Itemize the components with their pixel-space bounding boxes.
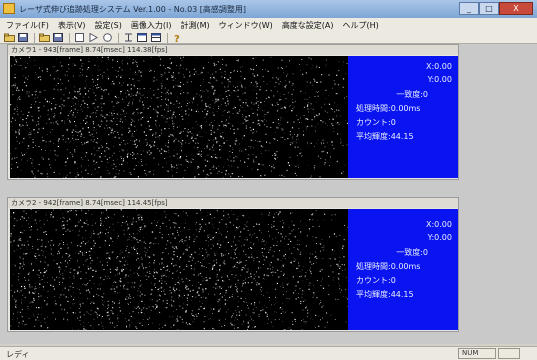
camera-2-proc-time: 処理時間:0.00ms xyxy=(356,262,421,271)
help-icon[interactable]: ? xyxy=(171,33,183,43)
camera-1-y-value: Y:0.00 xyxy=(427,75,452,84)
num-lock-indicator: NUM xyxy=(458,348,496,359)
camera-1-window[interactable]: カメラ1 - 943[frame] 8.74[msec] 114.38[fps]… xyxy=(7,44,459,180)
camera-1-title: カメラ1 - 943[frame] 8.74[msec] 114.38[fps] xyxy=(8,45,458,55)
camera-1-count: カウント:0 xyxy=(356,118,396,127)
menu-settings[interactable]: 設定(S) xyxy=(94,20,122,30)
mdi-workspace: カメラ1 - 943[frame] 8.74[msec] 114.38[fps]… xyxy=(0,44,537,344)
save2-icon[interactable] xyxy=(52,33,64,43)
camera-2-count: カウント:0 xyxy=(356,276,396,285)
maximize-button[interactable]: □ xyxy=(479,2,499,15)
menu-advanced[interactable]: 高度な設定(A) xyxy=(281,20,334,30)
title-bar: レーザ式伸び追跡処理システム Ver.1.00 - No.03 [高感調整用] … xyxy=(0,0,537,18)
camera-2-window[interactable]: カメラ2 - 942[frame] 8.74[msec] 114.45[fps]… xyxy=(7,197,459,332)
camera-1-image xyxy=(10,56,348,178)
menu-help[interactable]: ヘルプ(H) xyxy=(342,20,379,30)
camera-2-x-value: X:0.00 xyxy=(426,220,452,229)
toolbar-separator xyxy=(167,32,168,43)
camera-1-x-value: X:0.00 xyxy=(426,62,452,71)
window-title: レーザ式伸び追跡処理システム Ver.1.00 - No.03 [高感調整用] xyxy=(19,5,247,14)
status-pane-empty xyxy=(498,348,520,359)
svg-text:?: ? xyxy=(174,34,180,43)
camera-2-avg-brightness: 平均輝度:44.15 xyxy=(356,290,414,299)
toolbar-separator xyxy=(34,32,35,43)
minimize-button[interactable]: _ xyxy=(459,2,479,15)
save-icon[interactable] xyxy=(17,33,29,43)
tile-icon[interactable] xyxy=(150,33,162,43)
toolbar-separator xyxy=(118,32,119,43)
menu-measure[interactable]: 計測(M) xyxy=(180,20,210,30)
open2-icon[interactable] xyxy=(38,33,50,43)
toolbar: ? xyxy=(0,32,537,44)
stop-icon[interactable] xyxy=(73,33,85,43)
record-icon[interactable] xyxy=(101,33,113,43)
play-icon[interactable] xyxy=(87,33,99,43)
camera-2-info-panel: X:0.00 Y:0.00 一致度:0 処理時間:0.00ms カウント:0 平… xyxy=(348,209,458,330)
camera-2-image xyxy=(10,209,348,330)
toolbar-separator xyxy=(69,32,70,43)
camera-2-match-value: 一致度:0 xyxy=(396,248,428,257)
camera-1-match-value: 一致度:0 xyxy=(396,90,428,99)
cascade-icon[interactable] xyxy=(136,33,148,43)
open-icon[interactable] xyxy=(3,33,15,43)
window-controls: _ □ X xyxy=(459,2,533,15)
menu-file[interactable]: ファイル(F) xyxy=(6,20,49,30)
camera-1-avg-brightness: 平均輝度:44.15 xyxy=(356,132,414,141)
camera-1-info-panel: X:0.00 Y:0.00 一致度:0 処理時間:0.00ms カウント:0 平… xyxy=(348,56,458,178)
status-text: レディ xyxy=(6,350,30,359)
menu-image-input[interactable]: 画像入力(I) xyxy=(130,20,172,30)
measure-icon[interactable] xyxy=(122,33,134,43)
close-button[interactable]: X xyxy=(499,2,533,15)
menu-bar: ファイル(F) 表示(V) 設定(S) 画像入力(I) 計測(M) ウィンドウ(… xyxy=(0,18,537,32)
camera-2-title: カメラ2 - 942[frame] 8.74[msec] 114.45[fps] xyxy=(8,198,458,208)
menu-window[interactable]: ウィンドウ(W) xyxy=(218,20,273,30)
status-bar: レディ NUM xyxy=(0,346,537,360)
camera-1-proc-time: 処理時間:0.00ms xyxy=(356,104,421,113)
menu-view[interactable]: 表示(V) xyxy=(57,20,86,30)
app-icon xyxy=(3,3,15,14)
camera-2-y-value: Y:0.00 xyxy=(427,233,452,242)
